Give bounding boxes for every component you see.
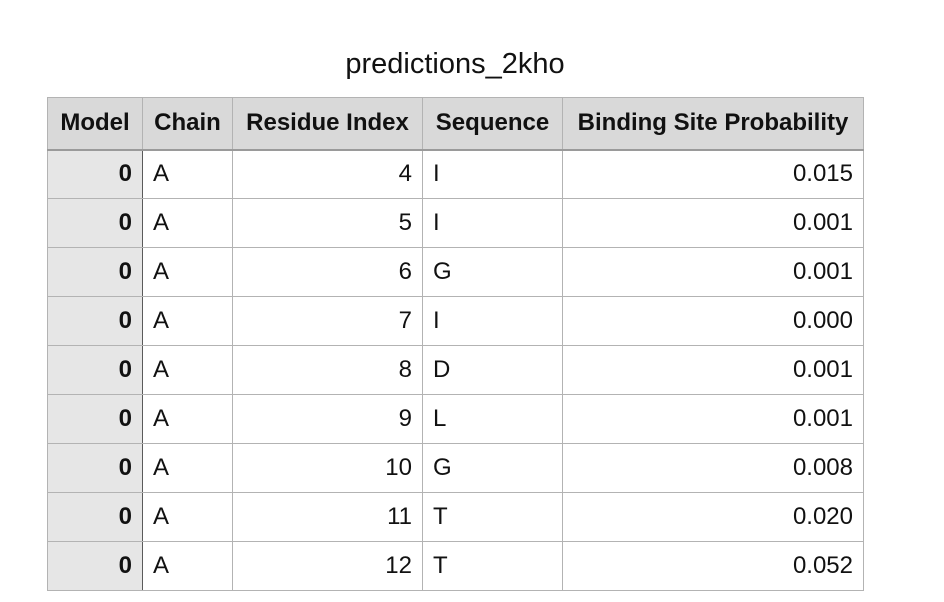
cell-residue-index[interactable]: 9 bbox=[232, 394, 423, 444]
sheet-title: predictions_2kho bbox=[345, 48, 565, 80]
cell-probability[interactable]: 0.001 bbox=[562, 345, 864, 395]
cell-residue-index[interactable]: 10 bbox=[232, 443, 423, 493]
cell-model[interactable]: 0 bbox=[47, 492, 143, 542]
cell-residue-index[interactable]: 6 bbox=[232, 247, 423, 297]
column-header-chain[interactable]: Chain bbox=[142, 97, 233, 151]
cell-probability[interactable]: 0.008 bbox=[562, 443, 864, 493]
cell-probability[interactable]: 0.001 bbox=[562, 394, 864, 444]
cell-chain[interactable]: A bbox=[142, 443, 233, 493]
table-row: 0 A 6 G 0.001 bbox=[47, 247, 864, 297]
cell-chain[interactable]: A bbox=[142, 394, 233, 444]
cell-sequence[interactable]: I bbox=[422, 149, 563, 199]
cell-sequence[interactable]: D bbox=[422, 345, 563, 395]
column-header-sequence[interactable]: Sequence bbox=[422, 97, 563, 151]
table-row: 0 A 9 L 0.001 bbox=[47, 394, 864, 444]
cell-probability[interactable]: 0.001 bbox=[562, 247, 864, 297]
cell-residue-index[interactable]: 8 bbox=[232, 345, 423, 395]
predictions-table: Model Chain Residue Index Sequence Bindi… bbox=[47, 97, 864, 591]
cell-probability[interactable]: 0.020 bbox=[562, 492, 864, 542]
cell-model[interactable]: 0 bbox=[47, 247, 143, 297]
cell-sequence[interactable]: G bbox=[422, 443, 563, 493]
cell-model[interactable]: 0 bbox=[47, 198, 143, 248]
cell-sequence[interactable]: I bbox=[422, 296, 563, 346]
cell-residue-index[interactable]: 11 bbox=[232, 492, 423, 542]
cell-sequence[interactable]: G bbox=[422, 247, 563, 297]
cell-model[interactable]: 0 bbox=[47, 443, 143, 493]
cell-sequence[interactable]: T bbox=[422, 492, 563, 542]
cell-chain[interactable]: A bbox=[142, 296, 233, 346]
cell-model[interactable]: 0 bbox=[47, 345, 143, 395]
cell-probability[interactable]: 0.001 bbox=[562, 198, 864, 248]
cell-probability[interactable]: 0.015 bbox=[562, 149, 864, 199]
table-row: 0 A 4 I 0.015 bbox=[47, 149, 864, 199]
table-row: 0 A 8 D 0.001 bbox=[47, 345, 864, 395]
cell-probability[interactable]: 0.000 bbox=[562, 296, 864, 346]
cell-residue-index[interactable]: 12 bbox=[232, 541, 423, 591]
table-row: 0 A 7 I 0.000 bbox=[47, 296, 864, 346]
column-header-model[interactable]: Model bbox=[47, 97, 143, 151]
cell-sequence[interactable]: I bbox=[422, 198, 563, 248]
cell-chain[interactable]: A bbox=[142, 198, 233, 248]
cell-chain[interactable]: A bbox=[142, 149, 233, 199]
cell-model[interactable]: 0 bbox=[47, 394, 143, 444]
cell-sequence[interactable]: T bbox=[422, 541, 563, 591]
cell-chain[interactable]: A bbox=[142, 492, 233, 542]
cell-chain[interactable]: A bbox=[142, 345, 233, 395]
table-row: 0 A 5 I 0.001 bbox=[47, 198, 864, 248]
table-row: 0 A 11 T 0.020 bbox=[47, 492, 864, 542]
cell-model[interactable]: 0 bbox=[47, 541, 143, 591]
cell-model[interactable]: 0 bbox=[47, 296, 143, 346]
cell-chain[interactable]: A bbox=[142, 247, 233, 297]
cell-sequence[interactable]: L bbox=[422, 394, 563, 444]
column-header-binding-site-probability[interactable]: Binding Site Probability bbox=[562, 97, 864, 151]
cell-residue-index[interactable]: 4 bbox=[232, 149, 423, 199]
cell-residue-index[interactable]: 7 bbox=[232, 296, 423, 346]
cell-probability[interactable]: 0.052 bbox=[562, 541, 864, 591]
cell-model[interactable]: 0 bbox=[47, 149, 143, 199]
column-header-residue-index[interactable]: Residue Index bbox=[232, 97, 423, 151]
table-row: 0 A 10 G 0.008 bbox=[47, 443, 864, 493]
table-row: 0 A 12 T 0.052 bbox=[47, 541, 864, 591]
header-row: Model Chain Residue Index Sequence Bindi… bbox=[47, 97, 864, 151]
cell-residue-index[interactable]: 5 bbox=[232, 198, 423, 248]
cell-chain[interactable]: A bbox=[142, 541, 233, 591]
